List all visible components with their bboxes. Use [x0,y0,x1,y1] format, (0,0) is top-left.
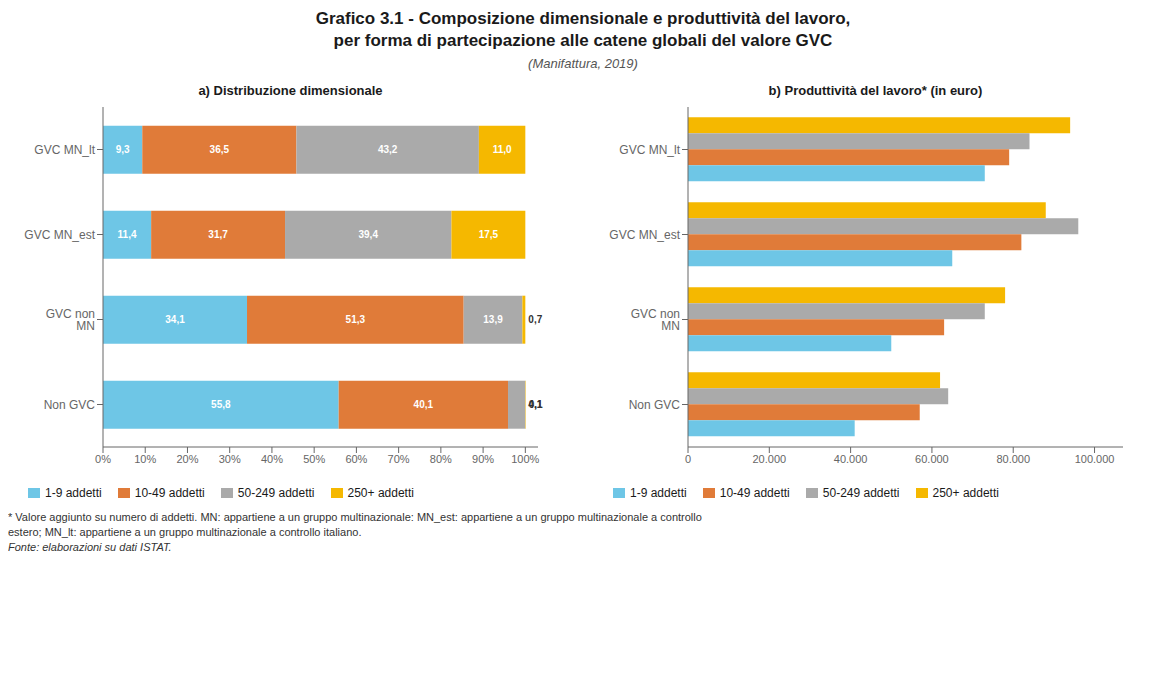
svg-text:90%: 90% [472,453,494,465]
html-text:250+ addetti: 250+ addetti [347,486,414,500]
svg-text:80.000: 80.000 [996,453,1030,465]
svg-text:30%: 30% [219,453,241,465]
svg-text:40.000: 40.000 [834,453,868,465]
svg-text:39,4: 39,4 [358,229,378,240]
html-text:Fonte: elaborazioni su dati IS: Fonte: elaborazioni su dati ISTAT. [8,541,172,553]
svg-text:0,7: 0,7 [528,314,542,325]
html-text:1-9 addetti: 1-9 addetti [45,486,102,500]
html-text:10-49 addetti: 10-49 addetti [719,486,790,500]
html-text:10-49 addetti: 10-49 addetti [134,486,205,500]
svg-text:9,3: 9,3 [116,144,130,155]
svg-text:4,1: 4,1 [528,399,542,410]
svg-text:11,0: 11,0 [493,144,512,155]
svg-text:60%: 60% [345,453,367,465]
svg-text:43,2: 43,2 [378,144,398,155]
html-text:* Valore aggiunto su numero di: * Valore aggiunto su numero di addetti. … [8,511,702,523]
svg-text:36,5: 36,5 [210,144,230,155]
html-text:1-9 addetti: 1-9 addetti [630,486,687,500]
svg-text:GVC MN_est: GVC MN_est [609,228,680,242]
svg-text:60.000: 60.000 [915,453,949,465]
svg-text:10%: 10% [134,453,156,465]
svg-text:0: 0 [685,453,691,465]
svg-text:55,8: 55,8 [211,399,231,410]
svg-text:0,1: 0,1 [529,399,543,410]
svg-text:50%: 50% [303,453,325,465]
svg-text:GVC nonMN: GVC nonMN [631,307,680,333]
html-text:(Manifattura, 2019): (Manifattura, 2019) [528,56,638,71]
svg-text:GVC nonMN: GVC nonMN [46,307,95,333]
svg-text:34,1: 34,1 [165,314,185,325]
svg-text:Non GVC: Non GVC [44,398,96,412]
svg-text:11,4: 11,4 [118,229,137,240]
svg-text:31,7: 31,7 [208,229,228,240]
svg-text:40,1: 40,1 [414,399,434,410]
svg-text:0%: 0% [95,453,111,465]
html-text:250+ addetti: 250+ addetti [932,486,999,500]
svg-text:40%: 40% [261,453,283,465]
svg-text:Non GVC: Non GVC [629,398,681,412]
svg-text:GVC MN_est: GVC MN_est [24,228,95,242]
svg-text:GVC MN_lt: GVC MN_lt [34,143,95,157]
svg-text:13,9: 13,9 [483,314,503,325]
html-text:50-249 addetti: 50-249 addetti [237,486,315,500]
svg-text:17,5: 17,5 [479,229,499,240]
svg-text:70%: 70% [388,453,410,465]
svg-text:100.000: 100.000 [1075,453,1115,465]
svg-text:20.000: 20.000 [752,453,786,465]
html-text:Grafico 3.1 - Composizione dim: Grafico 3.1 - Composizione dimensionale … [315,9,851,28]
svg-text:20%: 20% [176,453,198,465]
svg-text:GVC MN_lt: GVC MN_lt [619,143,680,157]
svg-text:80%: 80% [430,453,452,465]
svg-text:51,3: 51,3 [346,314,366,325]
html-text:a) Distribuzione dimensionale: a) Distribuzione dimensionale [198,83,383,98]
html-text:per forma di partecipazione al: per forma di partecipazione alle catene … [333,31,833,50]
svg-text:100%: 100% [511,453,539,465]
html-text:estero; MN_lt: appartiene a un: estero; MN_lt: appartiene a un gruppo mu… [8,526,362,538]
html-text:50-249 addetti: 50-249 addetti [822,486,900,500]
html-text:b) Produttività del lavoro* (i: b) Produttività del lavoro* (in euro) [768,83,983,98]
